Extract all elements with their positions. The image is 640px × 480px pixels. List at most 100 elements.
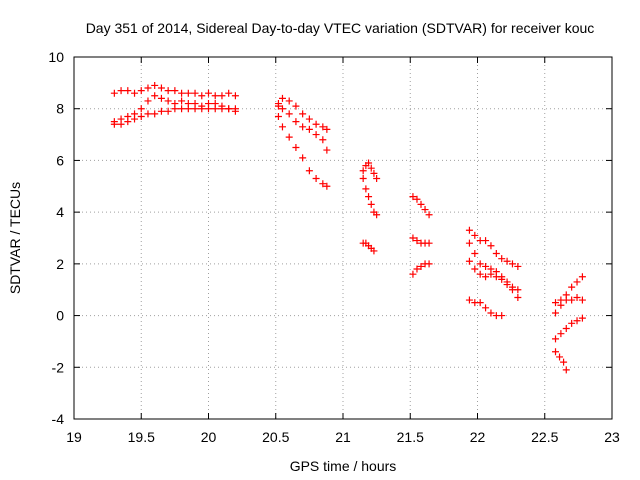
data-point [578,296,586,304]
data-point [471,250,479,258]
data-point [573,278,581,286]
data-point [465,296,473,304]
data-point [421,206,429,214]
data-point [231,107,239,115]
data-point [568,283,576,291]
data-point [568,296,576,304]
data-point [211,92,219,100]
data-point [110,89,118,97]
data-point [191,89,199,97]
y-axis-label: SDTVAR / TECUs [7,182,23,294]
data-point [425,211,433,219]
data-point [151,92,159,100]
data-point [299,154,307,162]
data-point [312,175,320,183]
data-point [274,100,282,108]
data-point [552,348,560,356]
data-point [292,118,300,126]
data-point [482,237,490,245]
x-tick-labels: 19 19.5 20 20.5 21 21.5 22 22.5 23 [66,429,620,445]
data-point [218,105,226,113]
series-track-2 [110,92,239,126]
data-point [482,273,490,281]
series-track-4 [274,94,331,133]
data-point [137,105,145,113]
data-point [465,239,473,247]
data-point [508,283,516,291]
series-track-11 [409,234,433,247]
data-point [292,144,300,151]
series-track-20 [552,348,570,374]
data-point [471,265,479,273]
x-tick-label: 23 [604,429,620,445]
plot-frame [73,56,613,420]
data-point [562,291,570,299]
data-point [487,309,495,317]
series-track-16 [465,296,506,320]
data-point [492,273,500,281]
data-point [482,304,490,312]
data-point [557,301,565,309]
data-point [573,293,581,301]
data-point [124,87,132,95]
data-point [299,123,307,131]
data-point [465,257,473,265]
data-point [191,105,199,113]
data-point [498,275,506,283]
data-point [373,211,381,219]
data-point [498,312,506,320]
data-point [171,105,179,113]
data-point [487,242,495,250]
data-point [367,200,375,208]
data-point [409,193,417,201]
series-track-5 [274,100,331,154]
data-points [110,81,586,374]
data-point [465,226,473,234]
series-track-1 [110,81,239,100]
y-tick-label: 4 [56,204,64,220]
data-point [365,159,373,167]
data-point [137,87,145,95]
y-tick-label: 6 [56,152,64,168]
data-point [417,200,425,208]
data-point [476,299,484,307]
x-tick-label: 21.5 [397,429,424,445]
y-tick-label: 0 [56,308,64,324]
data-point [164,107,172,115]
data-point [144,110,152,118]
y-tick-label: -2 [52,359,65,375]
data-point [413,195,421,203]
data-point [278,123,286,131]
data-point [218,92,226,100]
data-point [365,193,373,201]
data-point [476,260,484,268]
data-point [198,92,206,100]
data-point [362,185,370,193]
x-tick-label: 20.5 [262,429,289,445]
data-point [285,97,293,105]
data-point [373,175,381,183]
data-point [157,94,165,102]
data-point [578,273,586,281]
data-point [413,265,421,273]
data-point [231,92,239,100]
data-point [299,110,307,118]
data-point [562,366,570,374]
data-point [205,89,212,97]
series-track-8 [359,175,381,219]
data-point [157,107,165,115]
data-point [178,89,186,97]
data-point [367,164,375,172]
data-point [151,110,159,118]
series-track-9 [359,239,378,255]
data-point [503,281,511,289]
data-point [370,169,378,177]
data-point [305,115,313,123]
data-point [409,234,417,242]
data-point [131,115,139,123]
data-point [131,89,139,97]
data-point [151,81,159,89]
data-point [560,358,568,366]
data-point [225,89,233,97]
data-point [323,125,331,133]
